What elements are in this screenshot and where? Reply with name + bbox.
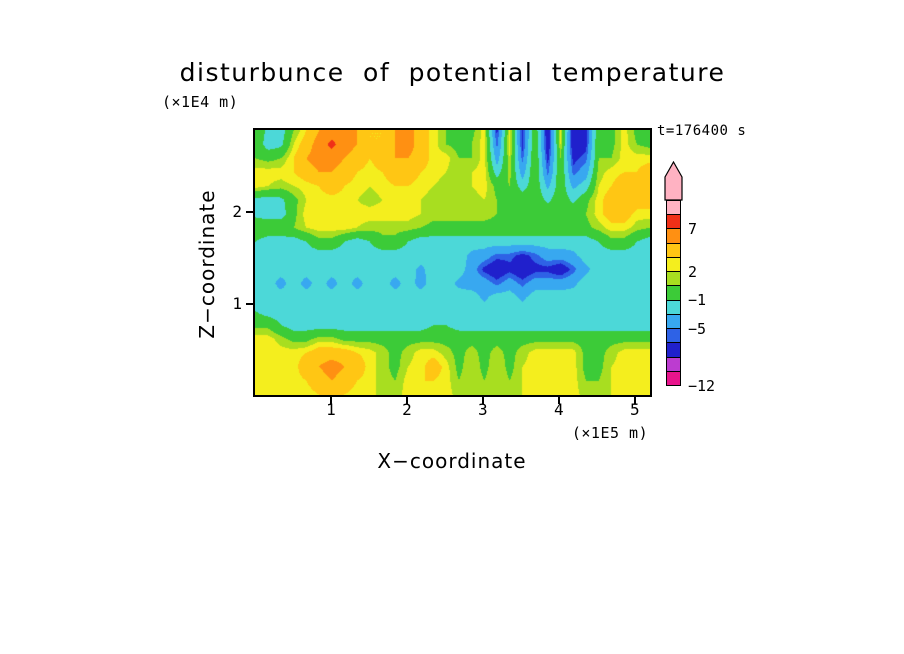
y-tick-mark: [246, 302, 253, 305]
y-axis-unit-label: (×1E4 m): [162, 93, 239, 111]
z-axis-title: Z−coordinate: [195, 189, 219, 339]
x-tick-mark: [633, 397, 636, 404]
y-tick-mark: [246, 211, 253, 214]
x-tick-mark: [405, 397, 408, 404]
colorbar-arrow-icon: [664, 161, 683, 201]
x-tick-mark: [481, 397, 484, 404]
colorbar-segment: [667, 215, 680, 230]
colorbar-segment: [667, 229, 680, 244]
y-tick-label: 2: [232, 202, 242, 222]
colorbar-segment: [667, 343, 680, 358]
colorbar-label: −12: [688, 377, 716, 395]
colorbar-segment: [667, 371, 680, 386]
chart-title: disturbunce of potential temperature: [179, 58, 726, 87]
x-axis-title: X−coordinate: [377, 449, 527, 473]
colorbar-segment: [667, 314, 680, 330]
y-tick-label: 1: [232, 293, 242, 313]
colorbar-label: −5: [688, 319, 707, 338]
colorbar-label: 7: [688, 219, 698, 238]
time-label: t=176400 s: [657, 123, 747, 139]
colorbar-segment: [667, 201, 680, 216]
x-tick-label: 4: [554, 400, 564, 419]
heatmap-canvas: [255, 130, 650, 395]
x-axis-unit-label: (×1E5 m): [571, 424, 649, 442]
colorbar-segment: [667, 243, 680, 258]
colorbar-segment: [667, 357, 680, 372]
colorbar-segment: [667, 300, 680, 315]
x-tick-label: 3: [478, 400, 488, 419]
x-tick-label: 1: [326, 400, 336, 419]
x-tick-label: 2: [402, 400, 412, 419]
colorbar-segment: [667, 272, 680, 287]
x-tick-mark: [557, 397, 560, 404]
colorbar-labels: 7 2 −1 −5 −12: [688, 200, 736, 395]
colorbar-segment: [667, 257, 680, 273]
colorbar-arrow-shape: [664, 161, 683, 201]
x-tick-mark: [329, 397, 332, 404]
x-tick-label: 5: [629, 400, 640, 419]
colorbar: [666, 200, 681, 386]
colorbar-label: −1: [688, 291, 707, 310]
colorbar-segment: [667, 286, 680, 301]
colorbar-segment: [667, 329, 680, 344]
colorbar-label: 2: [688, 262, 698, 281]
